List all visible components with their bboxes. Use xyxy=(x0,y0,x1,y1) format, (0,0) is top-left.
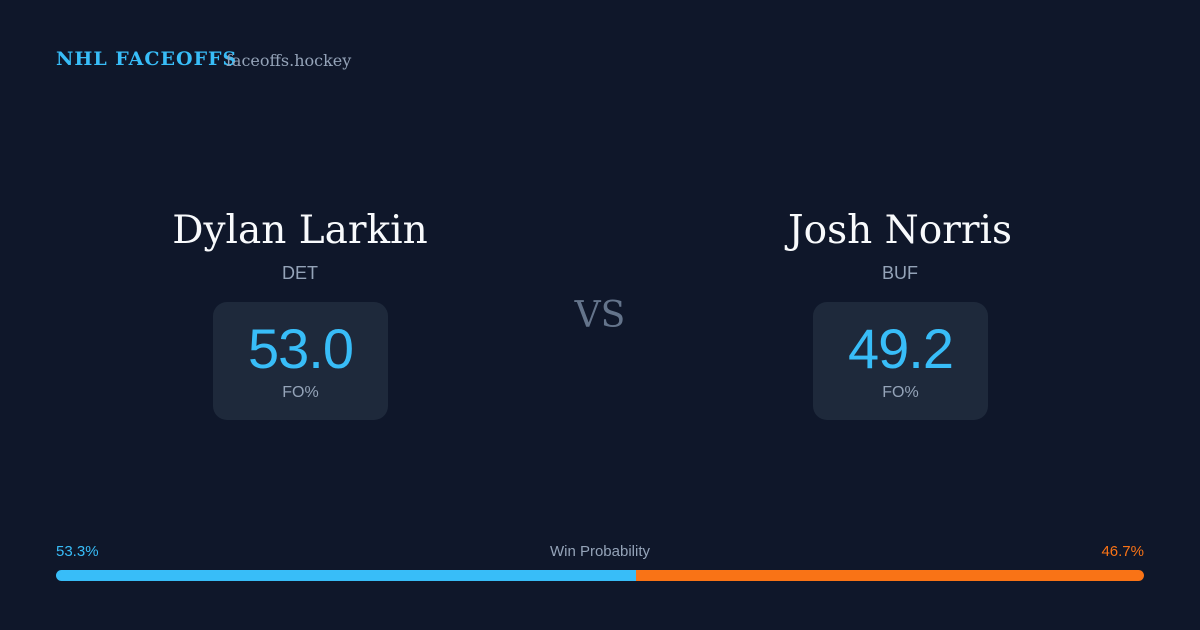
stat-card: 49.2 FO% xyxy=(813,302,988,420)
player-left: Dylan Larkin DET xyxy=(100,205,500,284)
player-team: DET xyxy=(282,263,318,283)
stat-label: FO% xyxy=(882,384,919,401)
player-name: Dylan Larkin xyxy=(172,208,428,253)
right-segment xyxy=(635,570,1144,581)
stat-label: FO% xyxy=(282,384,319,401)
site-url: faceoffs.hockey xyxy=(226,51,352,70)
versus: VS xyxy=(574,295,626,336)
right-probability: 46.7% xyxy=(1101,543,1144,560)
brand: NHL FACEOFFS xyxy=(56,48,238,70)
player-name: Josh Norris xyxy=(787,208,1013,253)
stat-value: 49.2 xyxy=(848,317,954,380)
probability-title: Win Probability xyxy=(549,543,651,560)
left-segment xyxy=(56,570,636,581)
player-team: BUF xyxy=(882,263,918,283)
player-right: Josh Norris BUF xyxy=(700,205,1100,284)
left-probability: 53.3% xyxy=(56,543,99,560)
probability-bar xyxy=(56,570,1144,581)
stat-card: 53.0 FO% xyxy=(213,302,388,420)
stat-value: 53.0 xyxy=(248,317,354,380)
